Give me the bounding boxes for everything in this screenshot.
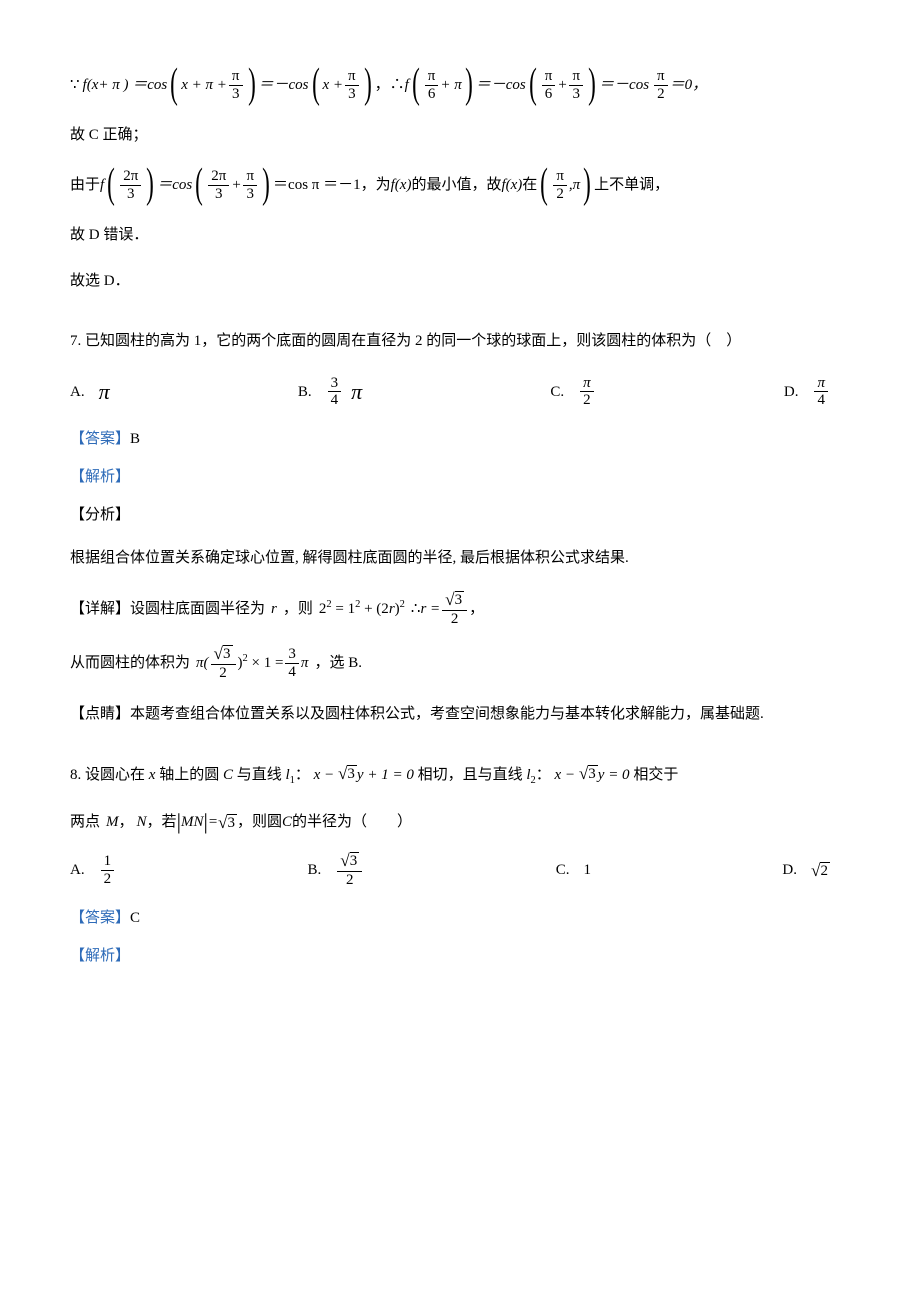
arg-1: x + π + π3 <box>181 68 244 102</box>
q8-opt-a: A. 12 <box>70 853 116 887</box>
arg-4: π6 + π3 <box>540 68 585 102</box>
q7-options: A.π B. 34 π C. π2 D. π4 <box>70 374 850 409</box>
q8-options: A. 12 B. √3 2 C.1 D. √2 <box>70 852 850 888</box>
q7-opt-b: B. 34 π <box>298 374 362 409</box>
rparen-2: ) <box>364 72 372 97</box>
q7-xiangjie: 【详解】设圆柱底面圆半径为 r ，则 22 = 12 + (2r)2 ∴ r =… <box>70 591 850 627</box>
q8-answer: 【答案】C <box>70 906 850 930</box>
eq2: ＝－cos <box>476 73 526 97</box>
arg-3: π6 + π <box>423 68 462 102</box>
q7-dianjing: 【点睛】本题考查组合体位置关系以及圆柱体积公式，考查空间想象能力与基本转化求解能… <box>70 699 850 729</box>
q8-stem-line1: 8. 设圆心在 x 轴上的圆 C 与直线 l1： x − √3y + 1 = 0… <box>70 759 850 792</box>
lhs: f(x+ π ) ＝cos <box>80 73 168 97</box>
d-wrong: 故 D 错误． <box>70 220 850 250</box>
q8-stem-line2: 两点 M ， N ，若 | MN | = √3 ，则圆 C 的半径为（ ） <box>70 810 850 834</box>
lparen-1: ( <box>170 72 178 97</box>
c-correct: 故 C 正确； <box>70 120 850 150</box>
q8-jiexi: 【解析】 <box>70 944 850 968</box>
q7-opt-a: A.π <box>70 374 110 409</box>
choose-d: 故选 D． <box>70 266 850 296</box>
lparen-4: ( <box>529 72 537 97</box>
rparen-1: ) <box>248 72 256 97</box>
lparen-3: ( <box>412 72 420 97</box>
q7-opt-d: D. π4 <box>784 375 830 409</box>
eq-line-3: 由于 f ( 2π3 ) ＝cos ( 2π3 + π3 ) ＝cos π ＝－… <box>70 168 850 202</box>
q7-jiexi: 【解析】 <box>70 465 850 489</box>
q7-fenxi: 【分析】 <box>70 503 850 527</box>
eq1: ＝－cos <box>259 73 309 97</box>
arg-2: x + π3 <box>323 68 361 102</box>
comma-so: ，∴ <box>375 73 405 97</box>
rparen-4: ) <box>588 72 596 97</box>
pi-over-2: π2 <box>654 68 668 102</box>
rparen-3: ) <box>465 72 473 97</box>
q7-answer: 【答案】B <box>70 427 850 451</box>
q8-opt-b: B. √3 2 <box>308 852 365 888</box>
q7-opt-c: C. π2 <box>550 375 595 409</box>
f2: f <box>405 73 409 97</box>
eq-zero: ＝0， <box>670 73 708 97</box>
q8-opt-d: D. √2 <box>782 858 830 882</box>
q7-stem: 7. 已知圆柱的高为 1，它的两个底面的圆周在直径为 2 的同一个球的球面上，则… <box>70 326 850 356</box>
q7-fenxi-body: 根据组合体位置关系确定球心位置, 解得圆柱底面圆的半径, 最后根据体积公式求结果… <box>70 543 850 573</box>
eq-line-1: ∵ f(x+ π ) ＝cos ( x + π + π3 ) ＝－cos ( x… <box>70 68 850 102</box>
because: ∵ <box>70 73 80 97</box>
q7-volume: 从而圆柱的体积为 π( √3 2 )2 × 1 = 34 π ，选 B. <box>70 645 850 681</box>
q8-opt-c: C.1 <box>556 858 591 882</box>
lparen-2: ( <box>312 72 320 97</box>
eq3: ＝－cos <box>599 73 649 97</box>
